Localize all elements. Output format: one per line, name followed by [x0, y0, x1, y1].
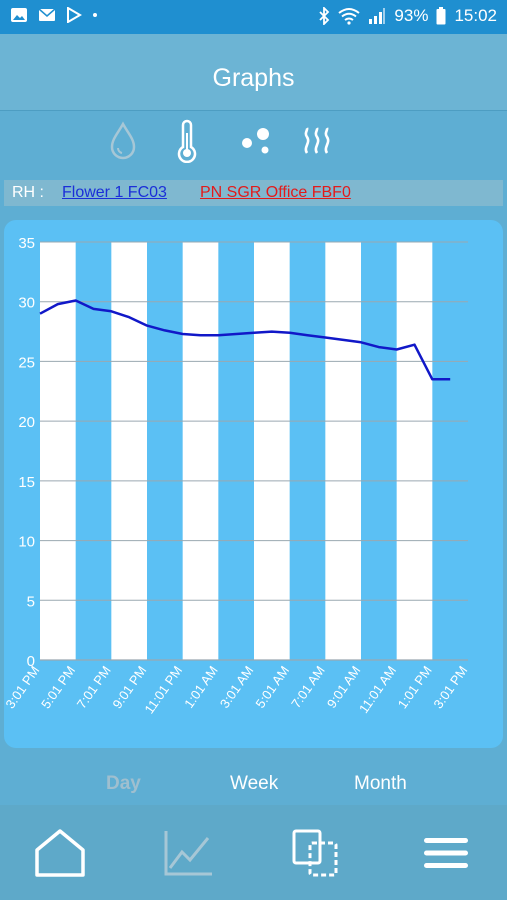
chart-stripe [396, 242, 433, 660]
image-notification-icon [11, 8, 27, 22]
play-store-icon [67, 7, 82, 23]
y-tick-label: 5 [27, 593, 35, 610]
nav-devices-button[interactable] [286, 823, 346, 883]
devices-icon [292, 829, 338, 877]
metric-label: RH : [12, 184, 44, 201]
x-tick-label: 7:01 AM [288, 663, 328, 711]
period-day-button[interactable]: Day [106, 773, 141, 794]
x-tick-label: 3:01 PM [430, 663, 470, 711]
mail-icon [38, 8, 56, 21]
y-tick-label: 10 [18, 534, 35, 551]
battery-percent: 93% [394, 6, 429, 25]
droplets-icon [242, 128, 269, 154]
dot-icon [93, 13, 97, 17]
metric-temperature-button[interactable] [164, 118, 210, 164]
clock: 15:02 [454, 6, 497, 25]
y-tick-label: 30 [18, 295, 35, 312]
heat-waves-icon [304, 127, 330, 154]
y-tick-label: 35 [18, 235, 35, 252]
metric-heat-button[interactable] [294, 118, 340, 164]
period-week-button[interactable]: Week [230, 773, 279, 794]
bluetooth-icon [319, 7, 330, 25]
series-line [39, 299, 451, 381]
nav-menu-button[interactable] [416, 823, 476, 883]
sensor-link-2[interactable]: PN SGR Office FBF0 [200, 184, 351, 201]
nav-home-button[interactable] [30, 823, 90, 883]
bottom-nav [0, 805, 507, 900]
sensor-legend: RH : Flower 1 FC03 PN SGR Office FBF0 [4, 180, 503, 206]
x-tick-label: 3:01 PM [4, 663, 42, 711]
page-title: Graphs [212, 64, 295, 92]
water-drop-icon [110, 121, 136, 160]
x-tick-label: 7:01 PM [74, 663, 114, 711]
chart-stripe [254, 242, 290, 660]
y-tick-label: 0 [27, 653, 35, 670]
y-tick-label: 15 [18, 474, 35, 491]
thermometer-icon [177, 119, 197, 163]
x-tick-label: 3:01 AM [217, 663, 257, 711]
metric-humidity-button[interactable] [100, 118, 146, 164]
line-chart-icon [164, 831, 212, 876]
chart-stripe [325, 242, 361, 660]
metric-selector [0, 112, 507, 172]
chart-stripe [111, 242, 147, 660]
wifi-icon [338, 8, 361, 25]
x-tick-label: 1:01 PM [395, 663, 435, 711]
x-tick-label: 5:01 AM [252, 663, 292, 711]
y-tick-label: 25 [18, 354, 35, 371]
nav-graphs-button[interactable] [158, 823, 218, 883]
metric-dew-point-button[interactable] [232, 118, 278, 164]
app-bar: Graphs [0, 34, 507, 111]
x-tick-label: 5:01 PM [38, 663, 78, 711]
sensor-link-1[interactable]: Flower 1 FC03 [62, 184, 167, 201]
chart-stripe [182, 242, 219, 660]
y-tick-label: 20 [18, 414, 35, 431]
battery-icon [436, 7, 446, 25]
period-month-button[interactable]: Month [354, 773, 407, 794]
home-icon [35, 829, 85, 877]
status-right: 93% 15:02 [318, 6, 497, 26]
x-tick-label: 1:01 AM [181, 663, 221, 711]
status-left-icons [10, 7, 98, 23]
status-bar: 93% 15:02 [0, 0, 507, 34]
signal-icon [369, 8, 386, 24]
chart-card: 0 5 10 15 20 25 30 35 3:01 PM 5:01 PM 7:01 PM 9:01 … [2, 220, 503, 748]
menu-icon [424, 838, 468, 868]
period-selector: Day Week Month [0, 765, 507, 803]
